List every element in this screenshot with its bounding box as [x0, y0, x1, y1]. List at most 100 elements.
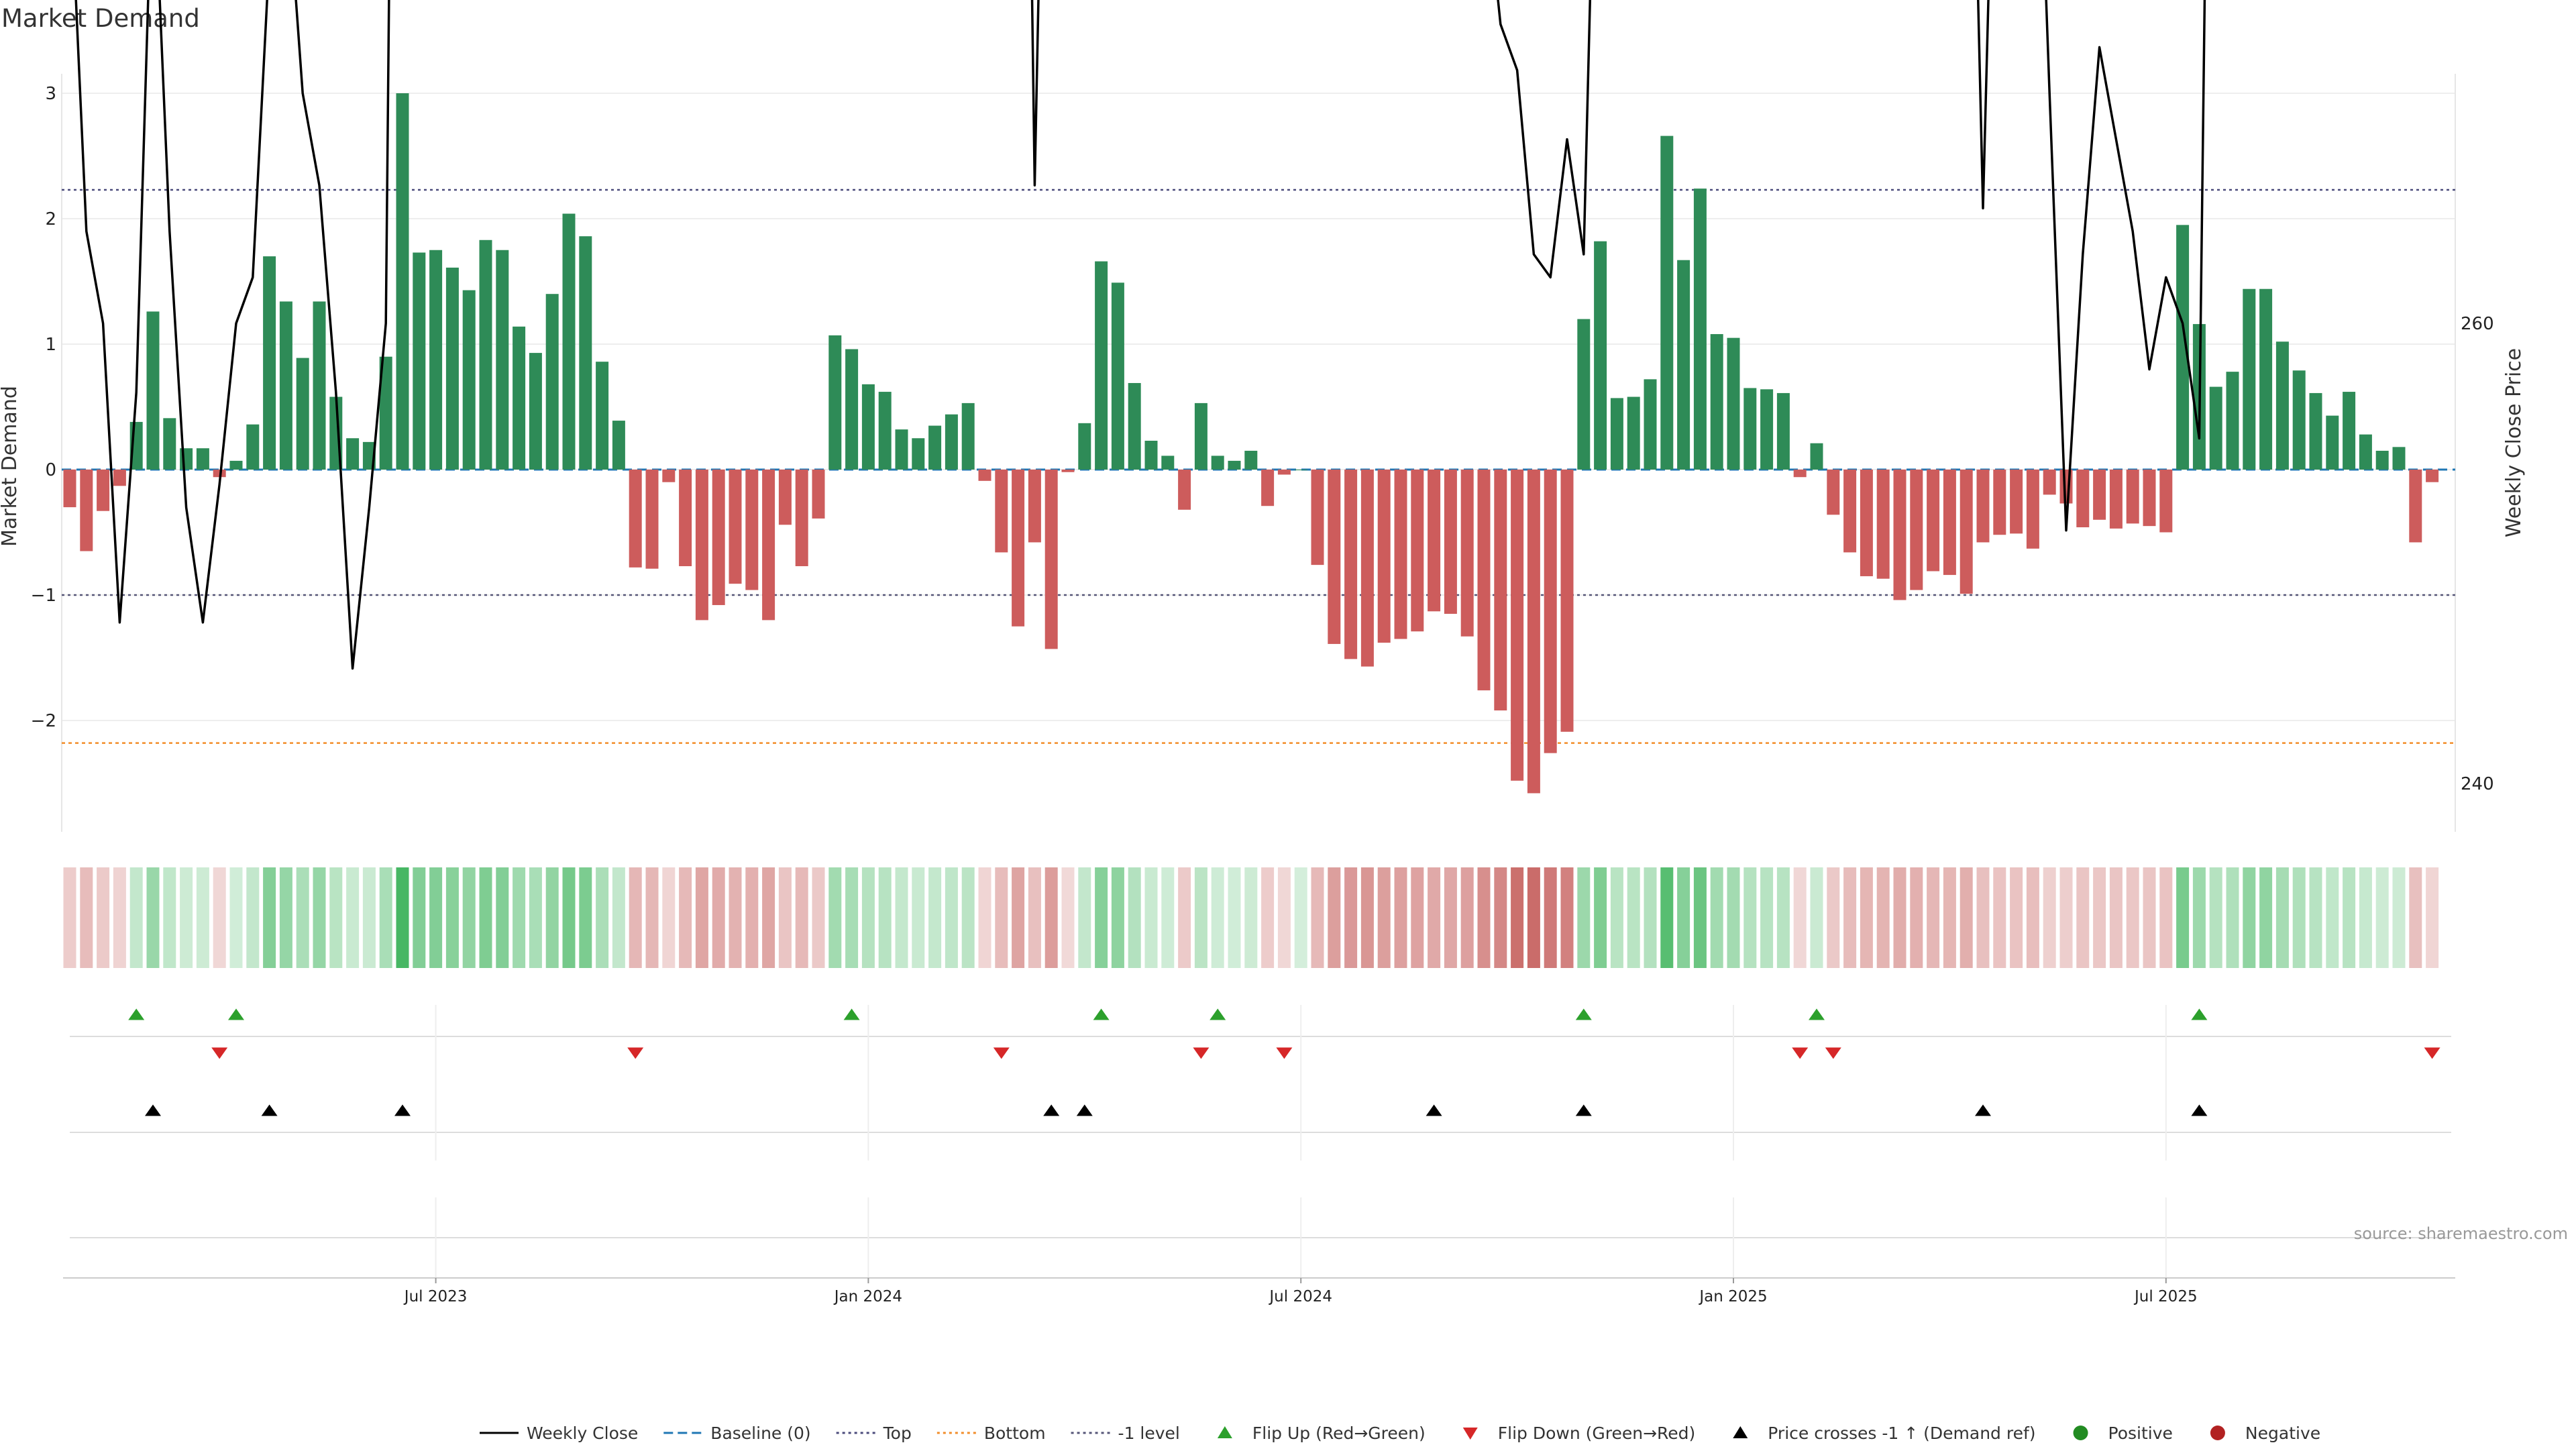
legend-label: Negative [2245, 1424, 2320, 1443]
strip-cell [928, 867, 942, 968]
strip-cell [1028, 867, 1041, 968]
flip-down-marker [1792, 1047, 1809, 1059]
strip-cell [2226, 867, 2239, 968]
strip-cell [462, 867, 476, 968]
demand-bar [1793, 470, 1807, 478]
demand-bar [878, 392, 892, 470]
demand-bar [2126, 470, 2139, 524]
demand-bar [2426, 470, 2439, 482]
strip-cell [2176, 867, 2190, 968]
strip-cell [1344, 867, 1358, 968]
demand-bar [1827, 470, 1840, 515]
demand-bar [1228, 460, 1241, 470]
legend-item: Baseline (0) [663, 1424, 811, 1443]
demand-bar [1876, 470, 1890, 579]
strip-cell [2192, 867, 2206, 968]
demand-bar [912, 438, 925, 470]
strip-cell [1560, 867, 1574, 968]
strip-cell [2093, 867, 2106, 968]
strip-cell [1960, 867, 1973, 968]
strip-cell [1428, 867, 1441, 968]
demand-bar [413, 252, 426, 470]
demand-bar [579, 236, 592, 470]
flip-down-marker [1276, 1047, 1293, 1059]
legend-label: Baseline (0) [710, 1424, 810, 1443]
demand-bar [1128, 382, 1141, 470]
strip-cell [1893, 867, 1907, 968]
strip-cell [1743, 867, 1757, 968]
strip-cell [479, 867, 492, 968]
demand-bar [1993, 470, 2006, 535]
demand-bar [562, 213, 576, 470]
demand-bar [1095, 261, 1108, 470]
demand-bar [496, 250, 509, 470]
demand-bar [2176, 225, 2190, 470]
price-cross-marker [2191, 1104, 2208, 1116]
legend-item: Positive [2073, 1424, 2173, 1443]
strip-cell [596, 867, 609, 968]
demand-bar [978, 470, 991, 481]
demand-bar [1411, 470, 1424, 632]
strip-cell [1760, 867, 1774, 968]
price-cross-marker [1076, 1104, 1093, 1116]
demand-bar [2209, 386, 2222, 470]
strip-cell [579, 867, 592, 968]
demand-bar [928, 425, 942, 470]
demand-bar [1743, 388, 1757, 470]
flip-down-marker [627, 1047, 644, 1059]
demand-bar [812, 470, 825, 519]
demand-bar [679, 470, 692, 566]
strip-cell [2026, 867, 2039, 968]
strip-cell [196, 867, 209, 968]
demand-bar [762, 470, 775, 621]
demand-bar [2309, 392, 2322, 470]
strip-cell [80, 867, 93, 968]
strip-cell [296, 867, 309, 968]
demand-bar [1860, 470, 1873, 576]
left-tick-label: −1 [31, 586, 56, 606]
demand-bar [346, 438, 360, 470]
strip-cell [1610, 867, 1623, 968]
left-tick-label: −2 [31, 711, 56, 731]
strip-cell [180, 867, 193, 968]
strip-cell [413, 867, 426, 968]
legend-swatch [1733, 1426, 1748, 1438]
price-cross-marker [1975, 1104, 1991, 1116]
strip-cell [2209, 867, 2222, 968]
strip-cell [279, 867, 292, 968]
demand-bar [2243, 288, 2256, 470]
strip-cell [1394, 867, 1407, 968]
strip-cell [1328, 867, 1341, 968]
legend-label: Positive [2108, 1424, 2173, 1443]
demand-bar [1544, 470, 1557, 753]
strip-cell [1793, 867, 1807, 968]
strip-cell [63, 867, 76, 968]
demand-bar [229, 460, 243, 470]
strip-cell [379, 867, 392, 968]
chart-title: Market Demand [1, 4, 200, 33]
demand-bar [1012, 470, 1025, 627]
price-cross-marker [1043, 1104, 1060, 1116]
demand-bar [445, 267, 459, 470]
price-cross-marker [145, 1104, 161, 1116]
reference-levels [62, 189, 2455, 744]
strip-cell [1594, 867, 1607, 968]
legend-item: Bottom [936, 1424, 1046, 1443]
demand-bar [1893, 470, 1907, 600]
demand-bar [1444, 470, 1457, 614]
strip-cell [513, 867, 526, 968]
strip-cell [2076, 867, 2090, 968]
strip-cell [329, 867, 343, 968]
strip-cell [629, 867, 642, 968]
strip-cell [1228, 867, 1241, 968]
demand-bar [1776, 392, 1790, 470]
demand-bar [2292, 370, 2306, 470]
price-cross-marker [1575, 1104, 1592, 1116]
strip-cell [1261, 867, 1275, 968]
strip-cell [2159, 867, 2173, 968]
demand-bar [1377, 470, 1391, 643]
flip-up-marker [128, 1008, 145, 1020]
price-cross-marker [394, 1104, 411, 1116]
legend-label: Weekly Close [527, 1424, 638, 1443]
strip-cell [445, 867, 459, 968]
